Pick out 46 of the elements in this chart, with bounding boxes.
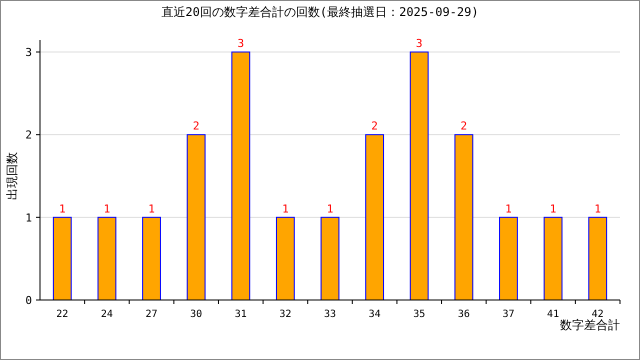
bar xyxy=(320,216,340,300)
data-label: 1 xyxy=(326,202,334,216)
y-axis-title: 出現回数 xyxy=(5,152,19,200)
data-label: 1 xyxy=(550,202,556,216)
x-tick-label: 31 xyxy=(234,309,247,320)
data-label: 2 xyxy=(460,120,468,133)
x-tick-label: 35 xyxy=(413,309,426,320)
x-tick-label: 37 xyxy=(502,309,514,320)
bar xyxy=(499,216,518,300)
x-tick-label: 33 xyxy=(324,309,336,320)
x-tick-label: 34 xyxy=(368,309,381,320)
x-tick-label: 22 xyxy=(56,309,68,320)
data-label: 1 xyxy=(505,202,512,216)
bar xyxy=(410,52,429,300)
bar xyxy=(98,216,116,300)
data-label: 1 xyxy=(104,202,110,216)
data-label: 2 xyxy=(192,120,200,133)
chart-title: 直近20回の数字差合計の回数(最終抽選日：2025-09-29) xyxy=(161,5,479,19)
bar xyxy=(544,216,562,300)
data-label: 1 xyxy=(148,202,155,216)
x-tick-label: 36 xyxy=(458,309,470,320)
data-label: 1 xyxy=(58,202,66,216)
x-tick-label: 30 xyxy=(190,309,202,320)
bar xyxy=(365,134,384,300)
data-label: 3 xyxy=(237,37,244,50)
y-tick-label: 0 xyxy=(25,294,32,307)
x-axis-title: 数字差合計 xyxy=(560,318,620,332)
y-tick-label: 1 xyxy=(25,211,32,224)
data-label: 3 xyxy=(416,37,423,50)
y-tick-label: 2 xyxy=(25,128,32,142)
bar xyxy=(588,216,608,300)
y-tick-label: 3 xyxy=(25,46,32,59)
x-tick-label: 24 xyxy=(100,309,113,320)
x-tick-label: 42 xyxy=(592,309,604,320)
bar xyxy=(231,52,250,300)
data-label: 2 xyxy=(371,120,378,133)
bar xyxy=(142,216,161,300)
bar xyxy=(52,216,72,300)
x-tick-label: 27 xyxy=(146,309,158,320)
x-tick-label: 41 xyxy=(547,309,560,320)
bar xyxy=(186,134,206,300)
data-label: 1 xyxy=(282,202,289,216)
x-tick-label: 32 xyxy=(279,309,292,320)
data-label: 1 xyxy=(594,202,602,216)
bar xyxy=(276,216,295,300)
bar xyxy=(454,134,474,300)
